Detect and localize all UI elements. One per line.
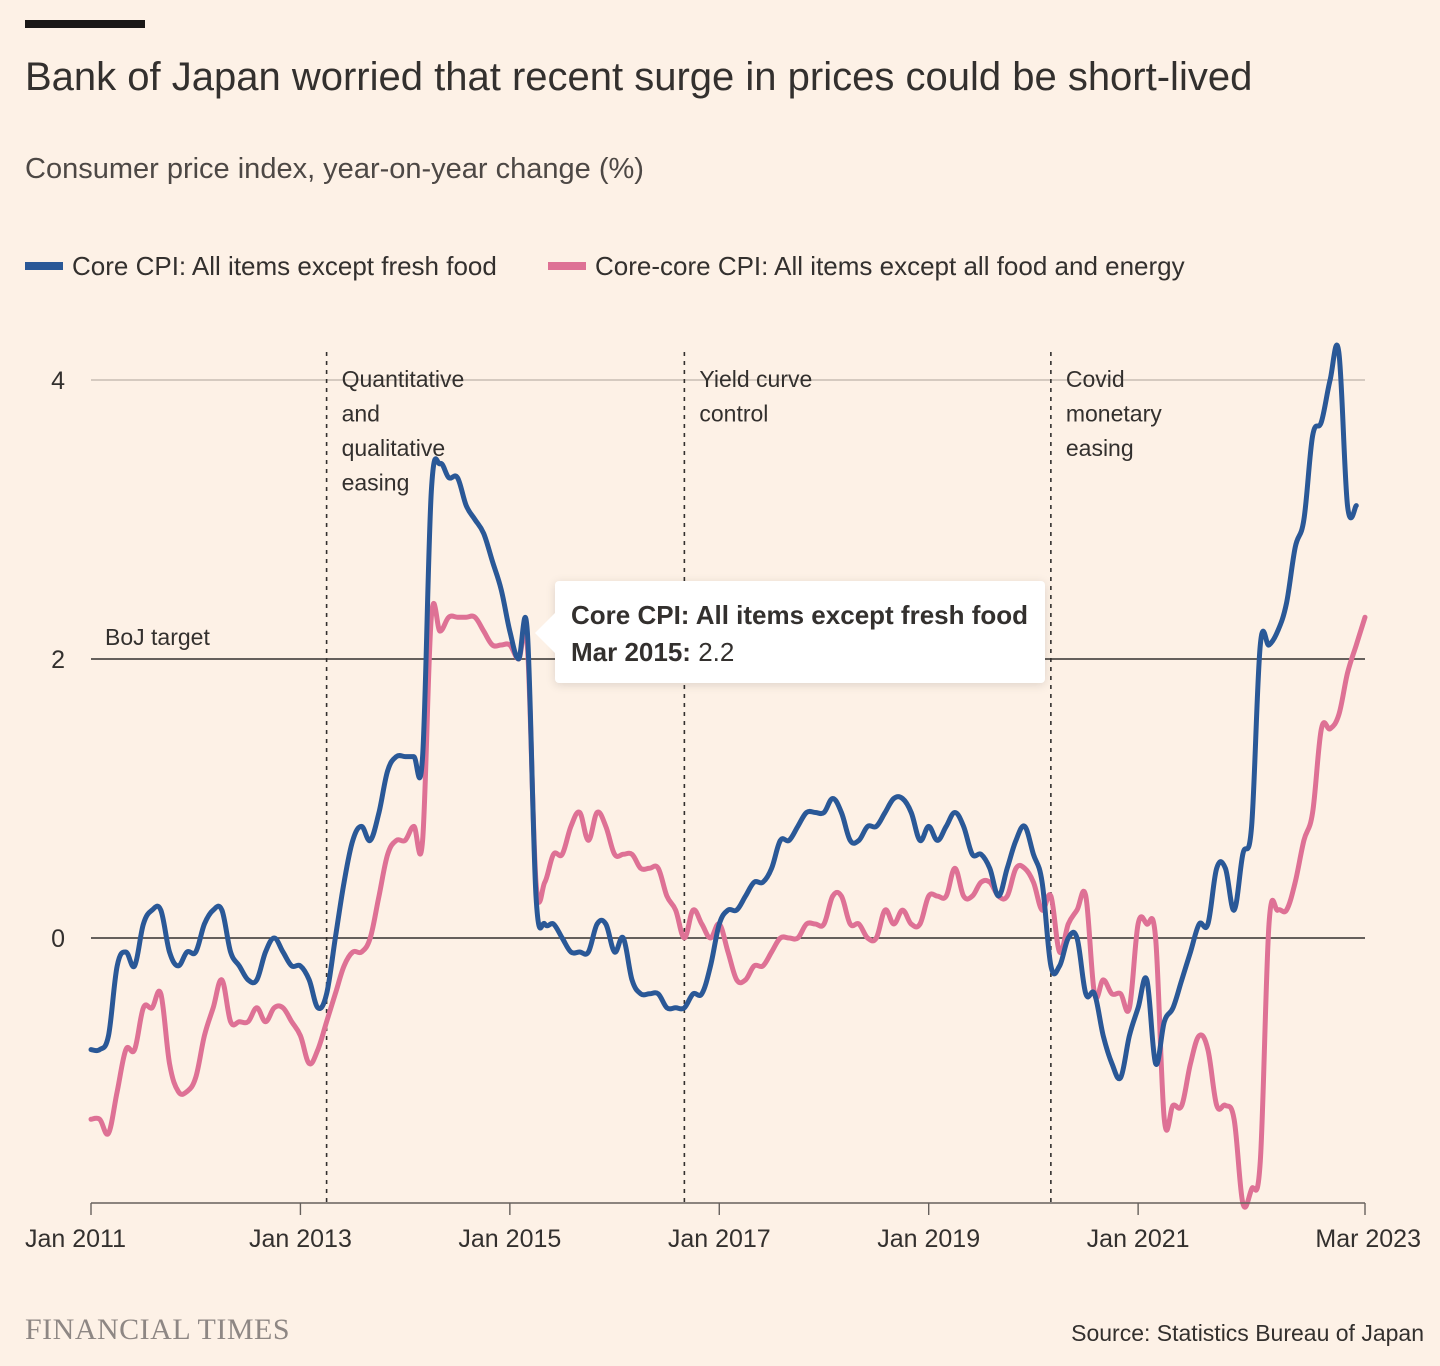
- tooltip-arrow: [535, 613, 555, 653]
- legend-item-core-core-cpi[interactable]: Core-core CPI: All items except all food…: [548, 248, 1185, 284]
- x-tick-label-0: Jan 2011: [25, 1225, 126, 1253]
- tooltip: Core CPI: All items except fresh food Ma…: [535, 581, 1045, 683]
- source-note: Source: Statistics Bureau of Japan: [1071, 1320, 1424, 1346]
- y-tick-label-2: 2: [51, 646, 65, 674]
- event-label-2-0: Covid: [1066, 366, 1125, 392]
- legend-label-core-core-cpi: Core-core CPI: All items except all food…: [595, 251, 1185, 281]
- legend-swatch-core-core-cpi: [548, 262, 586, 271]
- series-line-core-core-cpi: [88, 601, 1368, 1210]
- tooltip-date: Mar 2015:: [571, 637, 691, 667]
- y-tick-label-4: 4: [51, 367, 65, 395]
- tooltip-series: Core CPI: All items except fresh food: [571, 600, 1029, 630]
- legend-label-core-cpi: Core CPI: All items except fresh food: [72, 251, 497, 281]
- event-label-2-1: monetary: [1066, 401, 1162, 427]
- line-layer: [88, 342, 1368, 1210]
- series-line-core-cpi: [88, 342, 1359, 1082]
- x-tick-label-2: Jan 2015: [458, 1225, 561, 1253]
- x-tick-label-5: Jan 2021: [1087, 1225, 1190, 1253]
- chart-subtitle: Consumer price index, year-on-year chang…: [25, 153, 644, 185]
- x-tick-label-1: Jan 2013: [249, 1225, 352, 1253]
- ft-logo: FINANCIAL TIMES: [25, 1313, 291, 1346]
- event-label-0-3: easing: [342, 470, 410, 496]
- legend-item-core-cpi[interactable]: Core CPI: All items except fresh food: [25, 248, 497, 284]
- chart-title: Bank of Japan worried that recent surge …: [25, 55, 1253, 99]
- top-rule: [25, 20, 145, 28]
- y-tick-label-0: 0: [51, 925, 65, 953]
- x-tick-label-4: Jan 2019: [877, 1225, 980, 1253]
- legend-swatch-core-cpi: [25, 262, 63, 271]
- event-label-1-0: Yield curve: [699, 366, 812, 392]
- event-layer: Quantitative and qualitative easing Yield cu…: [325, 352, 1162, 1203]
- event-label-0-2: qualitative: [342, 435, 446, 461]
- event-label-0-1: and: [342, 401, 380, 427]
- x-tick-label-6: Mar 2023: [1315, 1225, 1421, 1253]
- event-label-0-0: Quantitative: [342, 366, 465, 392]
- axis-layer: 0 2 4 BoJ target Jan 2011 Jan 2013 Jan 2015 Jan…: [25, 367, 1421, 1253]
- boj-target-label: BoJ target: [105, 624, 210, 650]
- x-tick-label-3: Jan 2017: [668, 1225, 771, 1253]
- event-label-1-1: control: [699, 401, 768, 427]
- tooltip-value: 2.2: [698, 637, 735, 667]
- event-label-2-2: easing: [1066, 435, 1134, 461]
